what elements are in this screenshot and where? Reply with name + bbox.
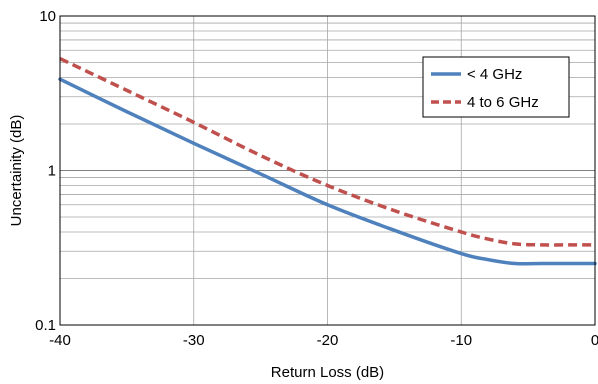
x-tick-label: -20 xyxy=(317,332,339,349)
series-layer xyxy=(58,57,597,266)
tick-label-layer: -40 -30 -20 -10 0 0.1 1 10 xyxy=(35,8,598,349)
y-tick-label: 10 xyxy=(39,8,56,25)
y-tick-label: 1 xyxy=(48,163,56,180)
series-line-lt-4ghz xyxy=(58,77,597,266)
x-tick-label: -40 xyxy=(49,332,71,349)
legend-label-lt-4ghz: < 4 GHz xyxy=(467,66,522,83)
y-tick-label: 0.1 xyxy=(35,317,56,334)
plot-frame xyxy=(59,15,596,326)
x-tick-label: -10 xyxy=(450,332,472,349)
legend-box xyxy=(422,56,570,118)
x-tick-label: 0 xyxy=(591,332,598,349)
x-tick-label: -30 xyxy=(183,332,205,349)
y-axis-label: Uncertainity (dB) xyxy=(8,115,25,227)
legend: < 4 GHz 4 to 6 GHz xyxy=(422,56,570,118)
legend-label-4-to-6ghz: 4 to 6 GHz xyxy=(467,94,539,111)
series-line-4-to-6ghz xyxy=(59,57,595,247)
grid-layer xyxy=(60,16,595,325)
x-axis-label: Return Loss (dB) xyxy=(271,364,384,381)
